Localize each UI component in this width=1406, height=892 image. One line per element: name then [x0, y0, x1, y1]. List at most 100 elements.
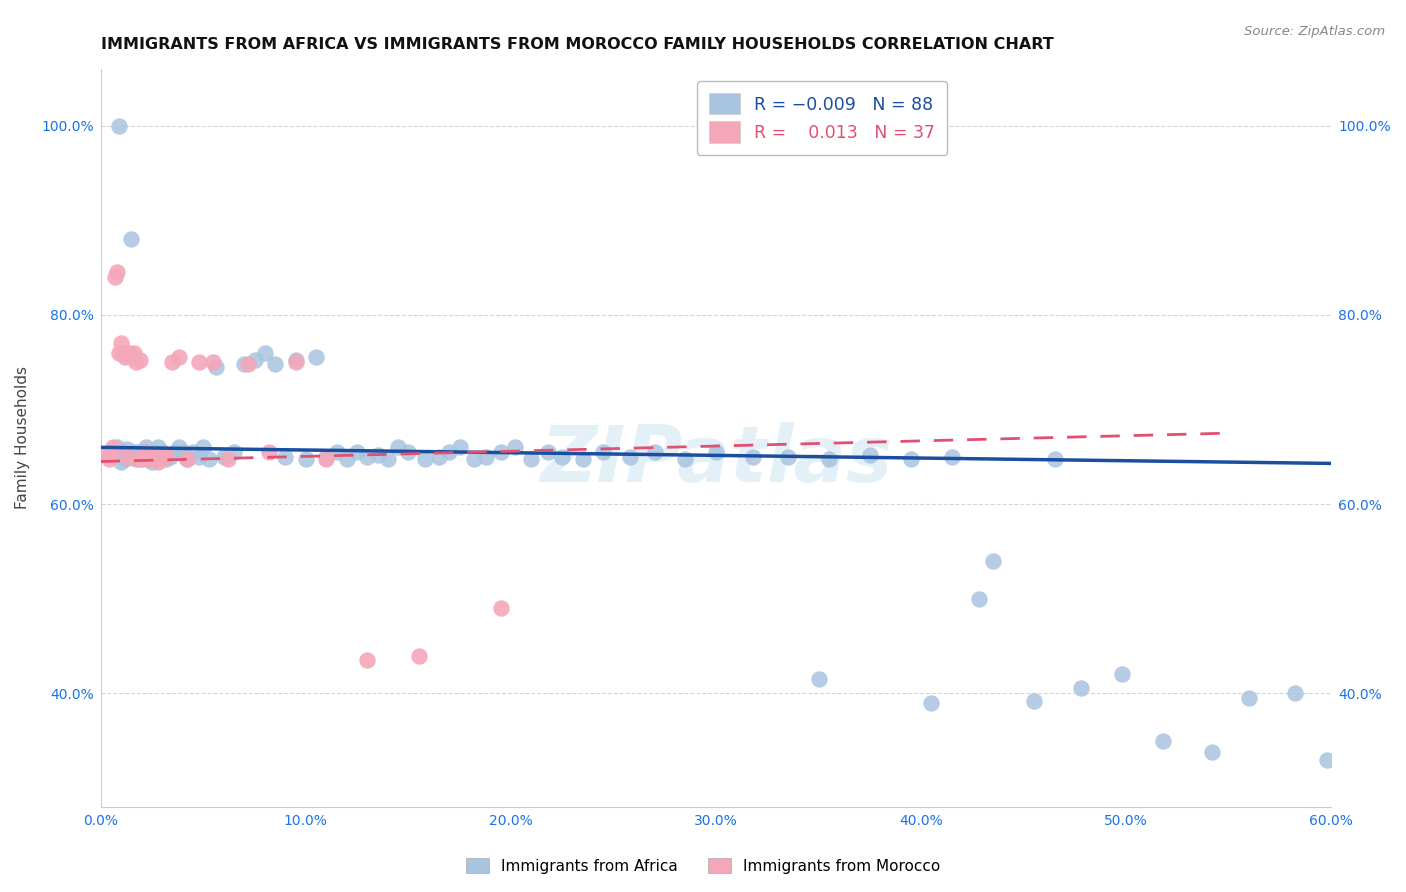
Point	[108, 119, 131, 133]
Point	[118, 345, 141, 359]
Point	[120, 232, 142, 246]
Point	[96, 448, 118, 462]
Point	[131, 451, 153, 466]
Point	[920, 696, 942, 710]
Point	[520, 451, 543, 466]
Point	[356, 450, 378, 464]
Text: ZIPatlas: ZIPatlas	[540, 422, 893, 498]
Point	[367, 448, 389, 462]
Point	[859, 448, 882, 462]
Point	[704, 445, 727, 459]
Point	[114, 351, 136, 365]
Point	[141, 454, 163, 468]
Point	[475, 450, 498, 464]
Point	[193, 440, 215, 454]
Point	[101, 445, 124, 459]
Point	[176, 451, 198, 466]
Point	[295, 451, 318, 466]
Text: IMMIGRANTS FROM AFRICA VS IMMIGRANTS FROM MOROCCO FAMILY HOUSEHOLDS CORRELATION : IMMIGRANTS FROM AFRICA VS IMMIGRANTS FRO…	[101, 37, 1053, 53]
Point	[264, 357, 287, 371]
Point	[1022, 694, 1045, 708]
Point	[135, 445, 157, 459]
Point	[503, 440, 526, 454]
Point	[463, 451, 485, 466]
Point	[110, 454, 132, 468]
Point	[274, 450, 297, 464]
Point	[571, 451, 593, 466]
Y-axis label: Family Households: Family Households	[15, 367, 30, 509]
Point	[127, 445, 149, 459]
Point	[127, 451, 149, 466]
Point	[413, 451, 436, 466]
Point	[1070, 681, 1092, 695]
Point	[336, 451, 359, 466]
Point	[105, 440, 128, 454]
Legend: Immigrants from Africa, Immigrants from Morocco: Immigrants from Africa, Immigrants from …	[460, 852, 946, 880]
Point	[325, 445, 347, 459]
Point	[408, 648, 430, 663]
Point	[449, 440, 471, 454]
Point	[150, 451, 173, 466]
Point	[97, 451, 120, 466]
Point	[101, 440, 124, 454]
Point	[176, 451, 198, 466]
Point	[139, 450, 162, 464]
Point	[1201, 745, 1223, 759]
Point	[143, 445, 166, 459]
Point	[112, 445, 135, 459]
Point	[105, 265, 128, 279]
Point	[222, 445, 245, 459]
Point	[131, 451, 153, 466]
Point	[238, 357, 260, 371]
Point	[253, 345, 276, 359]
Point	[146, 440, 169, 454]
Point	[284, 353, 307, 368]
Point	[120, 351, 142, 365]
Point	[118, 450, 141, 464]
Point	[114, 451, 136, 466]
Point	[1284, 686, 1306, 700]
Point	[181, 445, 204, 459]
Point	[489, 445, 512, 459]
Legend: R = −0.009   N = 88, R =    0.013   N = 37: R = −0.009 N = 88, R = 0.013 N = 37	[697, 81, 948, 154]
Point	[212, 450, 235, 464]
Point	[132, 445, 155, 459]
Point	[167, 351, 190, 365]
Point	[117, 450, 139, 464]
Point	[108, 345, 131, 359]
Point	[167, 440, 190, 454]
Point	[257, 445, 280, 459]
Point	[1111, 667, 1133, 681]
Point	[818, 451, 841, 466]
Point	[155, 448, 177, 462]
Point	[619, 450, 641, 464]
Point	[159, 450, 181, 464]
Point	[112, 345, 135, 359]
Point	[198, 451, 221, 466]
Point	[346, 445, 368, 459]
Point	[356, 653, 378, 667]
Point	[122, 345, 145, 359]
Point	[146, 454, 169, 468]
Point	[188, 355, 211, 369]
Point	[315, 451, 337, 466]
Point	[742, 450, 765, 464]
Point	[1316, 753, 1339, 767]
Point	[396, 445, 419, 459]
Point	[537, 445, 560, 459]
Point	[163, 445, 186, 459]
Point	[162, 355, 184, 369]
Point	[155, 451, 177, 466]
Point	[104, 270, 127, 285]
Point	[305, 351, 328, 365]
Point	[439, 445, 461, 459]
Point	[188, 450, 211, 464]
Point	[644, 445, 666, 459]
Point	[217, 451, 239, 466]
Point	[136, 451, 159, 466]
Point	[128, 450, 150, 464]
Point	[284, 355, 307, 369]
Point	[124, 451, 146, 466]
Point	[1239, 691, 1261, 706]
Point	[673, 451, 696, 466]
